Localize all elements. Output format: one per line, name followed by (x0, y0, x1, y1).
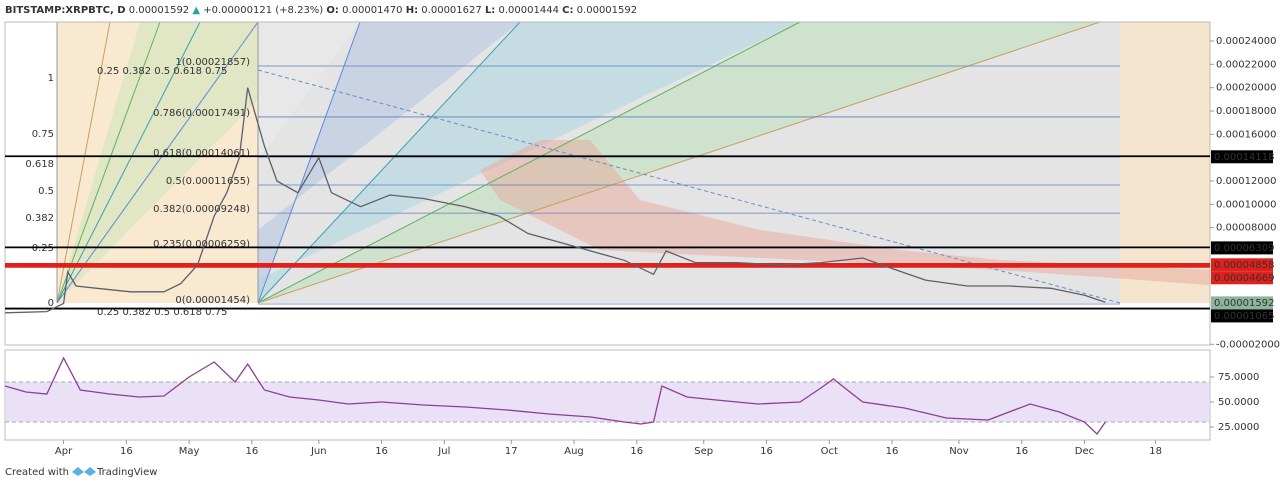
y-tick-label: 0.00020000 (1216, 83, 1276, 94)
y-tick-label: 25.0000 (1218, 422, 1259, 433)
price-label-box (1211, 150, 1273, 164)
fib-label: 0.5(0.00011655) (166, 176, 250, 187)
brand: TradingView (96, 467, 157, 478)
x-tick-label: 16 (1015, 446, 1028, 457)
price-label-box (1211, 258, 1273, 272)
x-tick-label: 16 (886, 446, 899, 457)
header-text: BITSTAMP:XRPBTC, D 0.00001592 ▲ +0.00000… (5, 5, 637, 16)
price-label: 0.00004858 (1214, 260, 1274, 271)
header-h: 0.00001627 (421, 5, 481, 16)
gann-label: 0 (48, 298, 54, 309)
gann-label: 0.382 (25, 213, 54, 224)
fan-fill (258, 22, 520, 303)
y-tick-label: 0.00008000 (1216, 223, 1276, 234)
x-tick-label: Oct (821, 446, 838, 457)
fib-label: 1(0.00021857) (175, 57, 250, 68)
y-tick-label: 0.00022000 (1216, 59, 1276, 70)
header-change: +0.00000121 (+8.23%) (203, 5, 323, 16)
cloud (480, 140, 1210, 285)
price-label-box (1211, 271, 1273, 285)
x-tick-label: Dec (1075, 446, 1094, 457)
x-tick-label: Sep (694, 446, 713, 457)
footer: Created with TradingView (5, 467, 157, 478)
y-tick-label: 50.0000 (1218, 397, 1259, 408)
x-tick-label: Nov (949, 446, 969, 457)
x-tick-label: 16 (630, 446, 643, 457)
fan-fill (258, 22, 360, 303)
header-l: 0.00001444 (499, 5, 559, 16)
rsi-band (5, 382, 1210, 422)
price-label-box (1211, 309, 1273, 323)
x-tick-label: 16 (120, 446, 133, 457)
gann-label: 0.75 (32, 129, 54, 140)
rsi-line (4, 356, 1106, 435)
fan-fill (258, 22, 800, 303)
x-tick-label: 18 (1149, 446, 1162, 457)
price-label: 0.00001065 (1214, 311, 1274, 322)
price-label: 0.00004669 (1214, 273, 1274, 284)
y-tick-label: 0.00016000 (1216, 129, 1276, 140)
header-c-label: C: (562, 5, 573, 16)
logo (72, 467, 96, 476)
header-symbol: BITSTAMP:XRPBTC, D (5, 5, 126, 16)
header-arrow: ▲ (192, 5, 200, 16)
fib-label: 0.786(0.00017491) (153, 108, 250, 119)
price-pane (4, 21, 1211, 346)
footer-text: Created with (5, 467, 69, 478)
y-tick-label: -0.00002000 (1216, 339, 1280, 350)
gann-label: 1 (48, 73, 54, 84)
fib-label: 0.382(0.00009248) (153, 204, 250, 215)
y-tick-label: 0.00024000 (1216, 36, 1276, 47)
fib-label: 0.618(0.00014061) (153, 148, 250, 159)
y-tick-label: 0.00018000 (1216, 106, 1276, 117)
header-last: 0.00001592 (129, 5, 189, 16)
x-tick-label: Aug (564, 446, 584, 457)
fib-zone (1120, 22, 1210, 303)
x-tick-label: Apr (55, 446, 73, 457)
y-tick-label: 0.00012000 (1216, 176, 1276, 187)
fib-label: 0.235(0.00006259) (153, 239, 250, 250)
price-label: 0.00014118 (1214, 152, 1274, 163)
x-tick-label: Jul (437, 446, 450, 457)
header: BITSTAMP:XRPBTC, D 0.00001592 ▲ +0.00000… (5, 5, 637, 16)
header-o-label: O: (326, 5, 339, 16)
x-tick-label: 16 (245, 446, 258, 457)
y-tick-label: 75.0000 (1218, 372, 1259, 383)
price-label-box (1211, 296, 1273, 310)
header-h-label: H: (406, 5, 418, 16)
x-tick-label: 17 (505, 446, 518, 457)
x-tick-label: May (179, 446, 200, 457)
price-label-box (1211, 241, 1273, 255)
price-label: 0.00006309 (1214, 243, 1274, 254)
header-l-label: L: (485, 5, 495, 16)
price-label: 0.00001592 (1214, 298, 1274, 309)
fan-labels: 0.25 0.382 0.5 0.618 0.75 (97, 66, 227, 77)
gann-label: 0.5 (38, 186, 54, 197)
header-c: 0.00001592 (577, 5, 637, 16)
x-tick-label: Jun (310, 446, 327, 457)
x-tick-label: 16 (375, 446, 388, 457)
x-tick-label: 16 (760, 446, 773, 457)
price-line (4, 87, 1106, 314)
fib-label: 0(0.00001454) (175, 295, 250, 306)
gann-label: 0.25 (32, 243, 54, 254)
y-tick-label: 0.00010000 (1216, 199, 1276, 210)
header-o: 0.00001470 (342, 5, 402, 16)
fan-labels: 0.25 0.382 0.5 0.618 0.75 (97, 307, 227, 318)
gann-label: 0.618 (25, 159, 54, 170)
